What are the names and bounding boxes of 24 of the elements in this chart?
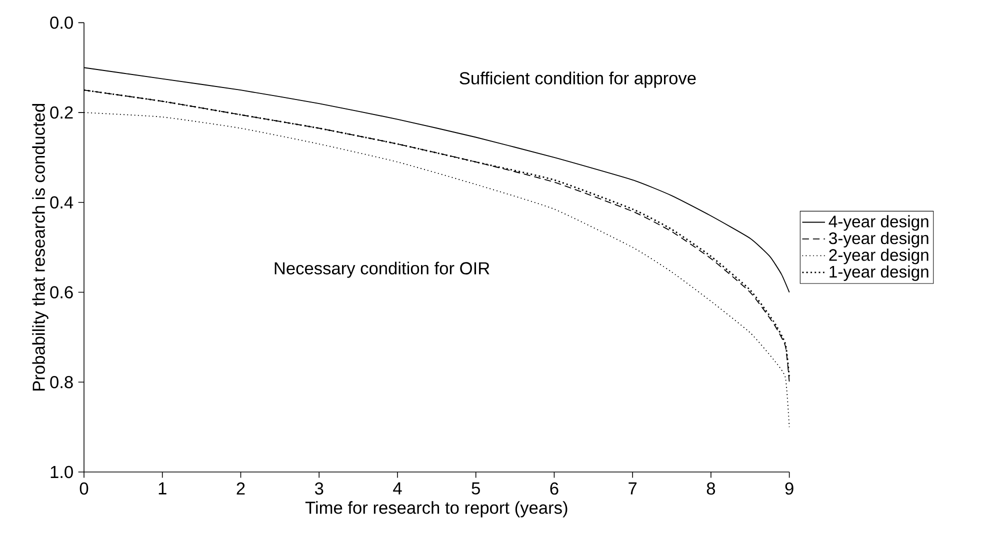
y-tick-label: 1.0 bbox=[50, 466, 73, 478]
x-tick-label: 6 bbox=[550, 482, 558, 495]
y-tick-label: 0.2 bbox=[50, 106, 73, 119]
y-tick-label: 0.0 bbox=[50, 16, 73, 29]
annotation: Necessary condition for OIR bbox=[274, 262, 490, 278]
x-tick-label: 8 bbox=[706, 482, 716, 495]
x-tick-label: 5 bbox=[472, 482, 480, 494]
x-tick-label: 0 bbox=[80, 482, 88, 495]
x-tick-label: 9 bbox=[785, 482, 794, 495]
y-axis-title: Probability that research is conducted bbox=[32, 104, 48, 390]
legend-label: 2-year design bbox=[829, 248, 928, 264]
y-tick-label: 0.8 bbox=[50, 376, 73, 388]
x-tick-label: 1 bbox=[158, 482, 166, 494]
legend-label: 4-year design bbox=[828, 215, 928, 231]
y-tick-label: 0.4 bbox=[50, 196, 74, 209]
x-tick-label: 7 bbox=[628, 482, 637, 494]
y-tick-label: 0.6 bbox=[50, 286, 73, 298]
legend-label: 1-year design bbox=[830, 265, 928, 281]
legend-label: 3-year design bbox=[829, 232, 928, 248]
x-tick-label: 2 bbox=[236, 482, 245, 495]
annotation: Sufficient condition for approve bbox=[460, 72, 696, 88]
x-tick-label: 4 bbox=[393, 482, 402, 494]
x-tick-label: 3 bbox=[314, 482, 324, 495]
x-axis-title: Time for research to report (years) bbox=[305, 501, 568, 518]
